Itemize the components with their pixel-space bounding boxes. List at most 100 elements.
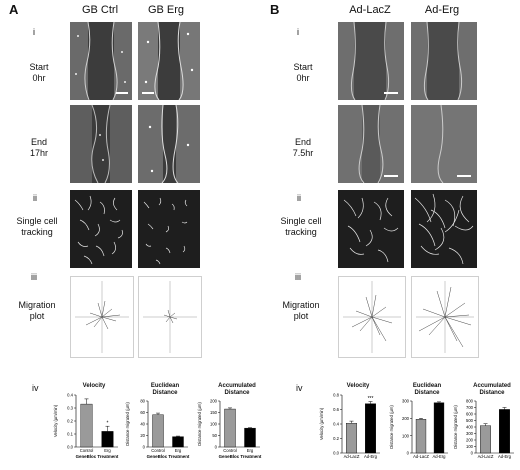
chart-svg: 0 50 100 150 200 Distance migrated (µm) Contro… (197, 399, 262, 459)
panel-letter-a: A (9, 2, 19, 17)
micrograph-b-lacz-end (338, 105, 404, 183)
bar-ad-erg (499, 409, 510, 454)
y-axis-label: Distance migrated (µm) (125, 402, 130, 446)
y-tick-label: 200 (466, 438, 474, 443)
label-end-b-line1: End (294, 137, 311, 147)
label-end-b-line2: 7.5hr (292, 148, 314, 158)
y-tick-label: 0.2 (333, 436, 339, 441)
chart-title: Velocity (346, 383, 370, 389)
chart-A-accumulated: Accumulated Distance 0 50 100 150 200 Distance… (196, 383, 264, 465)
label-tracking-b-line1: Single cell (280, 216, 322, 226)
label-migration-b-line1: Migration (282, 300, 320, 310)
label-end-a-line2: 17hr (29, 148, 48, 158)
column-header-ad-lacz: Ad-LacZ (349, 4, 391, 16)
bar-control (152, 414, 164, 448)
chart-B-euclidean: Euclidean Distance 0 100 200 300 Distance mig… (388, 383, 452, 465)
y-tick-label: 600 (466, 412, 474, 417)
micrograph-a-ctrl-start (70, 22, 132, 100)
chart-title: Euclidean Distance (412, 383, 442, 396)
x-tick-label: Control (151, 448, 165, 453)
label-migration-a-line2: plot (29, 311, 45, 321)
migration-plot-b-lacz (338, 276, 406, 358)
y-tick-label: 0.2 (67, 419, 73, 424)
y-tick-label: 150 (210, 410, 218, 415)
x-tick-label: Ad-Erg (432, 454, 446, 459)
y-axis-label: Distance migrated (µm) (453, 405, 458, 449)
bar-ad-lacz (415, 419, 427, 454)
y-axis-label: Velocity (µm/min) (53, 404, 58, 437)
label-migration-a-line1: Migration (18, 300, 56, 310)
y-tick-label: 800 (466, 399, 474, 404)
y-tick-label: 700 (466, 405, 474, 410)
error-bar (105, 425, 110, 432)
chart-A-velocity: Velocity 0.0 0.1 0.2 0.3 0.4 Velocity (µm/min)… (52, 383, 122, 465)
significance-marker: * (107, 421, 109, 427)
y-tick-label: 0.0 (67, 445, 73, 450)
x-tick-label: Ad-LacZ (413, 454, 429, 459)
label-start-b-line2: 0hr (296, 73, 310, 83)
chart-title: Euclidean Distance (150, 383, 180, 396)
chart-B-accumulated: Accumulated Distance 0 100 200 300 400 500 600 7… (452, 383, 518, 465)
micrograph-a-ctrl-end (70, 105, 132, 183)
x-tick-label: Control (80, 448, 94, 453)
label-end-b: End 7.5hr (276, 137, 330, 159)
y-tick-label: 0.8 (333, 393, 339, 398)
chart-A-euclidean: Euclidean Distance 0 20 40 60 80 Distance migr… (124, 383, 192, 465)
y-tick-label: 300 (402, 399, 410, 404)
error-bar (84, 398, 89, 405)
y-axis-label: Distance migrated (µm) (197, 402, 202, 446)
x-tick-label: Ad-Erg (364, 454, 378, 459)
y-tick-label: 100 (466, 444, 474, 449)
micrograph-a-erg-end (138, 105, 200, 183)
label-tracking-b-line2: tracking (285, 227, 317, 237)
chart-title: Accumulated Distance (473, 383, 511, 396)
y-tick-label: 100 (210, 422, 218, 427)
y-tick-label: 20 (140, 433, 145, 438)
y-tick-label: 0.4 (67, 393, 73, 398)
label-i-a: i (33, 27, 35, 37)
tracking-a-ctrl (70, 190, 132, 268)
column-header-gb-erg: GB Erg (147, 4, 185, 16)
label-migration-b-line2: plot (293, 311, 309, 321)
y-tick-label: 50 (212, 433, 217, 438)
x-tick-label: Control (223, 448, 237, 453)
y-tick-label: 60 (140, 410, 145, 415)
bar-erg (172, 436, 184, 448)
error-bar (156, 412, 160, 415)
chart-title: Velocity (82, 383, 106, 389)
label-tracking-a-line1: Single cell (16, 216, 58, 226)
x-tick-label: Erg (104, 448, 111, 453)
label-ii-b: ii (297, 193, 301, 203)
label-start-a-line2: 0hr (32, 73, 46, 83)
label-iv-a: iv (32, 383, 39, 393)
x-axis-label: GeneBloc Treatment (147, 454, 190, 459)
label-tracking-b: Single cell tracking (274, 216, 328, 238)
micrograph-b-erg-end (411, 105, 477, 183)
error-bar (176, 435, 180, 437)
y-tick-label: 0.1 (67, 432, 73, 437)
y-tick-label: 0 (407, 451, 410, 456)
y-tick-label: 200 (402, 416, 410, 421)
label-migration-b: Migration plot (274, 300, 328, 322)
column-header-gb-ctrl: GB Ctrl (81, 4, 119, 16)
bar-control (224, 408, 236, 448)
error-bar (228, 407, 232, 410)
error-bar (483, 423, 488, 426)
chart-svg: 0 100 200 300 Distance migrated (µm) Ad-LacZ A… (389, 399, 448, 459)
migration-plot-a-erg (138, 276, 202, 358)
x-tick-label: Ad-LacZ (478, 454, 494, 459)
significance-marker: *** (368, 396, 374, 402)
y-tick-label: 500 (466, 418, 474, 423)
error-bar (502, 407, 507, 410)
x-tick-label: Ad-LacZ (344, 454, 360, 459)
column-header-ad-erg: Ad-Erg (424, 4, 460, 16)
y-tick-label: 0 (471, 451, 474, 456)
tracking-a-erg (138, 190, 200, 268)
bar-ad-lacz (346, 423, 357, 454)
migration-plot-a-ctrl (70, 276, 134, 358)
label-iv-b: iv (296, 383, 303, 393)
y-axis-label: Distance migrated (µm) (389, 405, 394, 449)
y-tick-label: 400 (466, 425, 474, 430)
bar-erg (101, 431, 114, 448)
